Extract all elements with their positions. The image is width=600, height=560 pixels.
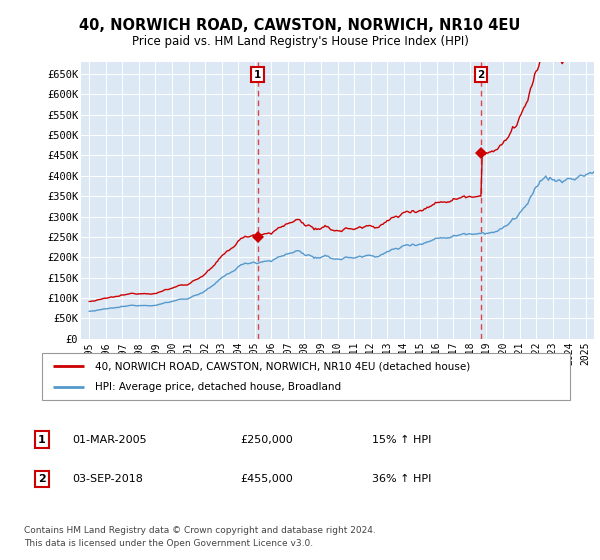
Text: 40, NORWICH ROAD, CAWSTON, NORWICH, NR10 4EU: 40, NORWICH ROAD, CAWSTON, NORWICH, NR10… — [79, 18, 521, 32]
Text: £250,000: £250,000 — [240, 435, 293, 445]
Text: 01-MAR-2005: 01-MAR-2005 — [72, 435, 146, 445]
Text: 03-SEP-2018: 03-SEP-2018 — [72, 474, 143, 484]
Text: 2: 2 — [478, 69, 485, 80]
Text: 36% ↑ HPI: 36% ↑ HPI — [372, 474, 431, 484]
Text: Price paid vs. HM Land Registry's House Price Index (HPI): Price paid vs. HM Land Registry's House … — [131, 35, 469, 49]
Text: 40, NORWICH ROAD, CAWSTON, NORWICH, NR10 4EU (detached house): 40, NORWICH ROAD, CAWSTON, NORWICH, NR10… — [95, 361, 470, 371]
Text: HPI: Average price, detached house, Broadland: HPI: Average price, detached house, Broa… — [95, 382, 341, 392]
Text: £455,000: £455,000 — [240, 474, 293, 484]
Text: 1: 1 — [38, 435, 46, 445]
Text: 1: 1 — [254, 69, 261, 80]
Text: 15% ↑ HPI: 15% ↑ HPI — [372, 435, 431, 445]
Text: Contains HM Land Registry data © Crown copyright and database right 2024.
This d: Contains HM Land Registry data © Crown c… — [24, 526, 376, 548]
Text: 2: 2 — [38, 474, 46, 484]
